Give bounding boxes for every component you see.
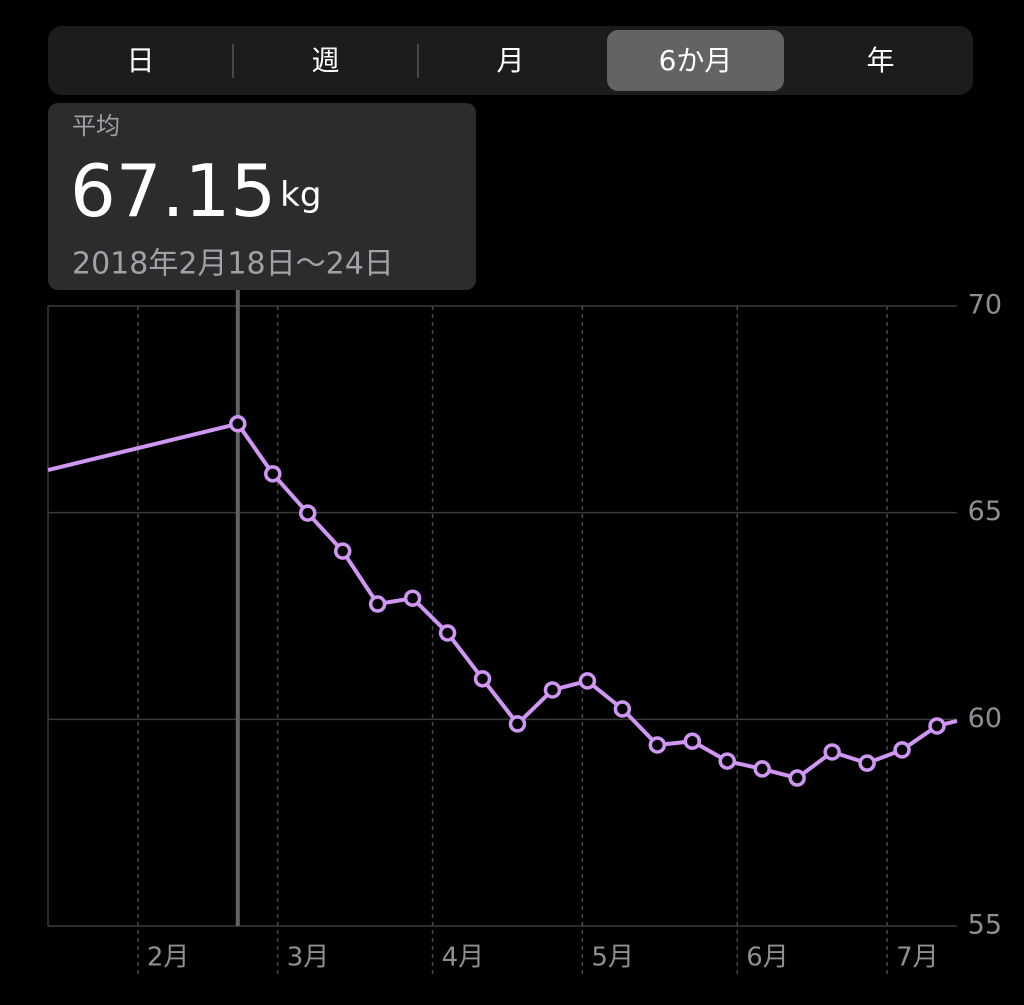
callout bbox=[48, 103, 476, 290]
data-point[interactable] bbox=[403, 589, 422, 607]
y-tick-label: 70 bbox=[968, 290, 1002, 321]
y-tick-label: 55 bbox=[968, 910, 1002, 941]
data-line bbox=[47, 421, 958, 781]
x-tick-label: 4月 bbox=[442, 943, 485, 973]
data-point[interactable] bbox=[928, 717, 946, 735]
callout-value: 67.15 kg bbox=[70, 149, 321, 233]
callout-unit: kg bbox=[280, 175, 321, 215]
segment[interactable]: 週 bbox=[311, 44, 339, 77]
x-tick-label: 6月 bbox=[746, 943, 789, 973]
data-point[interactable] bbox=[858, 754, 876, 772]
data-point[interactable] bbox=[578, 672, 597, 690]
data-point[interactable] bbox=[823, 743, 841, 761]
segment[interactable]: 6か月 bbox=[659, 44, 733, 77]
callout-number: 67.15 bbox=[70, 149, 276, 233]
x-tick-label: 7月 bbox=[896, 943, 939, 973]
segment[interactable]: 月 bbox=[496, 44, 524, 77]
x-tick-label: 3月 bbox=[287, 943, 330, 973]
y-tick-label: 60 bbox=[968, 703, 1002, 734]
data-point[interactable] bbox=[333, 542, 352, 560]
data-point[interactable] bbox=[648, 736, 667, 754]
data-point[interactable] bbox=[893, 741, 911, 759]
data-point[interactable] bbox=[264, 465, 282, 483]
x-tick-label: 2月 bbox=[147, 943, 190, 973]
segment[interactable]: 年 bbox=[866, 44, 894, 77]
data-point[interactable] bbox=[298, 504, 317, 522]
segment[interactable]: 日 bbox=[126, 44, 154, 77]
x-tick-label: 5月 bbox=[591, 943, 634, 973]
data-point[interactable] bbox=[368, 595, 387, 613]
data-point[interactable] bbox=[683, 732, 702, 750]
data-point[interactable] bbox=[788, 769, 806, 787]
callout-label: 平均 bbox=[72, 112, 120, 140]
data-point[interactable] bbox=[473, 670, 492, 688]
data-point[interactable] bbox=[543, 681, 562, 699]
segment-selected bbox=[607, 30, 784, 91]
data-point[interactable] bbox=[508, 715, 527, 733]
data-point[interactable] bbox=[438, 624, 457, 642]
data-point[interactable] bbox=[753, 760, 771, 778]
y-tick-label: 65 bbox=[968, 496, 1002, 527]
data-point[interactable] bbox=[613, 700, 632, 718]
callout-range: 2018年2月18日～24日 bbox=[72, 247, 394, 282]
data-point[interactable] bbox=[718, 752, 737, 770]
data-point[interactable] bbox=[229, 415, 247, 433]
